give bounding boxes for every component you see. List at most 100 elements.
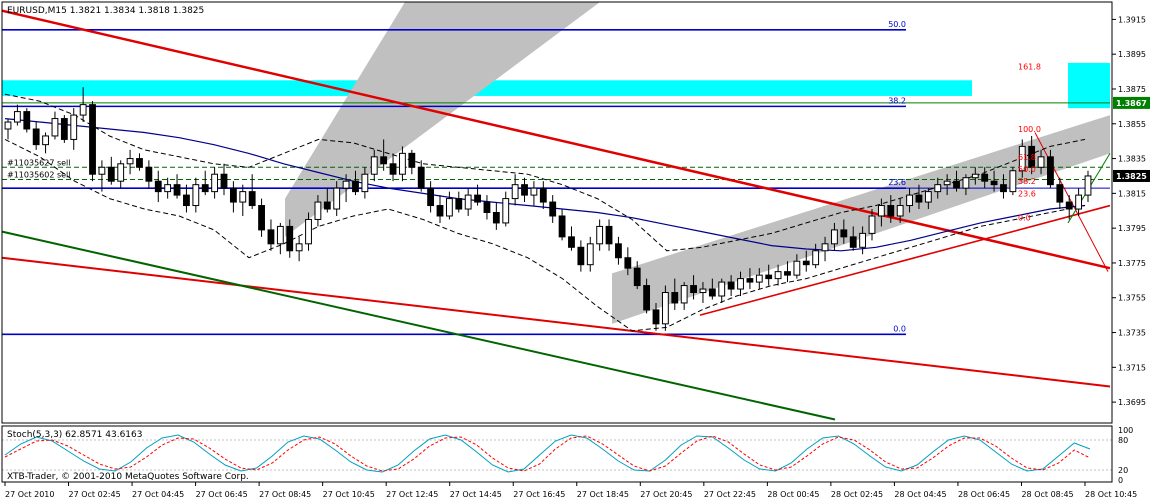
x-tick-label: 27 Oct 08:45 [259,490,311,499]
candle-body [577,246,585,266]
stochastic-k-line [4,434,1091,473]
stochastic-panel [2,434,1112,473]
stochastic-tick-label: 20 [1118,466,1128,475]
candle-body [145,166,153,182]
x-tick-label: 27 Oct 16:45 [513,490,565,499]
y-tick-label: 1.3855 [1118,120,1146,129]
y-tick-label: 1.3875 [1118,85,1146,94]
candle-body [352,180,359,193]
candle-body [1084,175,1092,196]
trend-line-upper [1,9,1111,270]
candle-body [455,198,463,210]
channel-lower [612,115,1110,324]
candle-body [1047,156,1054,186]
candle-body [380,156,388,165]
candle-body [60,118,68,140]
y-tick-label: 1.3695 [1118,398,1146,407]
candle-body [136,158,143,168]
candle-body [107,166,115,182]
candle-body [915,194,923,203]
marked-price-badge-label: 1.3867 [1116,99,1147,108]
fibonacci-level-label: 0.0 [1018,214,1031,223]
bollinger-upper-line [4,93,1086,252]
candle-body [549,201,557,217]
candle-body [483,201,491,213]
candle-body [286,225,294,252]
candle-body [42,135,49,146]
candle-body [812,250,820,266]
candle-body [521,184,528,196]
candle-body [643,285,651,311]
x-tick-label: 28 Oct 06:45 [958,490,1010,499]
x-tick-label: 27 Oct 12:45 [386,490,438,499]
marked-price-badge [1113,96,1150,109]
order-line-label: #11035602 sell [7,170,71,179]
candle-body [924,191,932,203]
candle-body [718,281,726,297]
candle-body [943,180,951,186]
candle-body [727,281,735,290]
y-tick-label: 1.3795 [1118,224,1146,233]
candle-body [568,236,575,248]
stochastic-tick-label: 80 [1118,436,1128,445]
candle-body [427,187,435,207]
candle-body [361,173,369,193]
candle-body [117,163,125,182]
candle-body [13,111,21,123]
x-tick-label: 27 Oct 02:45 [69,490,121,499]
footer-copyright: XTB-Trader, © 2001-2010 MetaQuotes Softw… [7,472,249,482]
candle-body [1075,194,1083,210]
candle-body [746,278,754,283]
candles-layer [4,87,1092,331]
chart-lines-layer [1,9,1111,421]
candle-body [633,267,641,287]
candle-body [831,229,838,245]
candle-body [192,184,200,207]
candle-body [802,260,810,266]
candle-body [4,121,12,130]
candle-body [220,173,228,189]
candle-body [248,191,256,207]
candle-body [661,292,669,325]
x-tick-label: 28 Oct 00:45 [767,490,819,499]
fibonacci-level-label: 38.2 [1018,177,1036,186]
candle-body [596,225,604,245]
candle-body [258,205,265,231]
candle-body [445,198,453,217]
y-tick-label: 1.3735 [1118,329,1146,338]
x-tick-label: 27 Oct 06:45 [196,490,248,499]
candle-body [211,173,219,193]
candle-body [474,194,481,203]
main-frame [1,1,1113,424]
candle-body [173,184,181,196]
candle-body [652,309,660,325]
horizontal-line-label: 23.6 [888,178,906,187]
candle-body [89,104,96,175]
cyan-zone-right [1068,62,1110,109]
moving-average-line [4,118,1086,252]
candle-body [1009,170,1017,193]
x-tick-label: 27 Oct 10:45 [323,490,375,499]
fibonacci-level-label: 161.8 [1018,62,1041,71]
stochastic-frame [1,425,1113,483]
y-tick-label: 1.3915 [1118,15,1146,24]
candle-body [868,215,876,234]
candle-body [708,288,716,297]
stochastic-tick-label: 100 [1118,426,1133,435]
chart-title: EURUSD,M15 1.3821 1.3834 1.3818 1.3825 [7,6,204,16]
candle-body [323,201,331,210]
candle-body [624,257,632,269]
x-tick-label: 27 Oct 14:45 [450,490,502,499]
candle-body [295,243,303,252]
candle-body [239,191,247,203]
candle-body [276,225,284,245]
x-tick-label: 27 Oct 20:45 [640,490,692,499]
fibonacci-level-label: 100.0 [1018,125,1041,134]
fibonacci-level-label: 50.0 [1018,165,1036,174]
candle-body [79,104,87,116]
candle-body [342,180,350,189]
candle-body [962,177,970,189]
y-tick-label: 1.3775 [1118,259,1146,268]
trend-line-green [1,230,836,421]
